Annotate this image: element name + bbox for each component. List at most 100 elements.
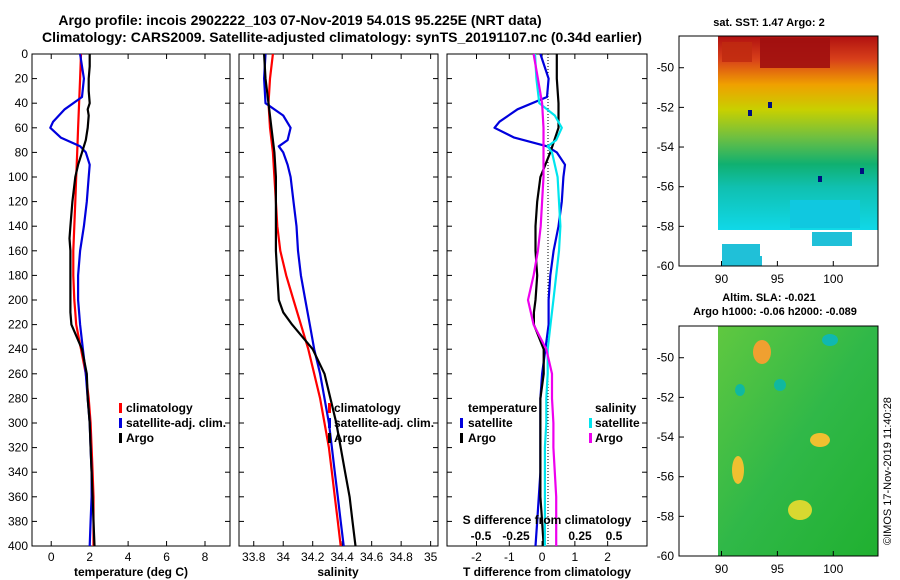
y-tick-label: 280 [8, 391, 28, 405]
y-tick-label: 80 [15, 145, 29, 159]
y-tick-label: 20 [15, 72, 29, 86]
y-tick-label: 380 [8, 514, 28, 528]
legend-satellite-adj: satellite-adj. clim. [334, 416, 434, 430]
legend-swatch-s-argo [589, 433, 592, 443]
x-tick-label: 6 [163, 550, 170, 564]
s-scale-tick-3: 0.25 [568, 529, 592, 543]
y-tick-label: 320 [8, 441, 28, 455]
legend-swatch-argo [119, 433, 122, 443]
sst-gradient-field [718, 36, 878, 230]
y-tick-label: 160 [8, 244, 28, 258]
map-y-tick-label: -52 [657, 100, 675, 114]
map-y-tick-label: -56 [657, 470, 675, 484]
sst-warm-patch [760, 38, 830, 68]
map-y-tick-label: -50 [657, 351, 675, 365]
x-tick-label: 34.8 [389, 550, 413, 564]
map-y-tick-label: -54 [657, 430, 675, 444]
x-tick-label: 0 [48, 550, 55, 564]
y-tick-label: 360 [8, 490, 28, 504]
legend-climatology: climatology [334, 401, 401, 415]
sst-map-frame [678, 35, 879, 267]
sst-missing-data [760, 236, 790, 256]
sla-map-title-line-1: Altim. SLA: -0.021 [722, 292, 816, 304]
sst-float-marker [860, 168, 864, 174]
sla-field [718, 326, 878, 556]
temperature-x-label: temperature (deg C) [74, 565, 188, 579]
y-tick-label: 180 [8, 268, 28, 282]
difference-legend-salinity: salinity satellite Argo [589, 401, 640, 445]
y-tick-label: 140 [8, 219, 28, 233]
legend-argo: Argo [334, 431, 362, 445]
x-tick-label: 1 [572, 550, 579, 564]
temperature-axis-ticks: 0204060801001201401601802002202402602803… [8, 47, 230, 564]
x-tick-label: -1 [504, 550, 515, 564]
legend-swatch-satellite [328, 418, 331, 428]
salinity-plot-frame [238, 53, 439, 547]
series-line-satellite-adj-clim- [263, 53, 345, 547]
sla-low-blob [735, 384, 745, 396]
legend-t-argo: Argo [468, 431, 496, 445]
sla-low-blob [774, 379, 786, 391]
legend-swatch-t-argo [460, 433, 463, 443]
difference-legend-temperature: temperature satellite Argo [460, 401, 538, 445]
difference-axis-ticks: -2 -1 0 1 2 [447, 53, 647, 564]
sst-cool-patch [790, 200, 860, 228]
sla-high-blob [810, 433, 830, 447]
series-line-salinity-satellite [533, 53, 563, 546]
y-tick-label: 120 [8, 195, 28, 209]
series-line-argo [68, 54, 96, 547]
legend-s-satellite: satellite [595, 416, 640, 430]
y-tick-label: 240 [8, 342, 28, 356]
y-tick-label: 0 [21, 47, 28, 61]
legend-t-satellite: satellite [468, 416, 513, 430]
legend-s-argo: Argo [595, 431, 623, 445]
x-tick-label: 34.6 [360, 550, 384, 564]
difference-panel: -2 -1 0 1 2 temperature satellite Argo salin… [446, 53, 648, 579]
s-difference-label: S difference from climatology [463, 513, 632, 527]
sst-map-axis-ticks: 90 95 100 -50 -52 -54 -56 -58 -60 [657, 61, 844, 286]
sst-float-marker [768, 102, 772, 108]
title-line-2: Climatology: CARS2009. Satellite-adjuste… [42, 29, 642, 45]
map-x-tick-label: 100 [823, 272, 843, 286]
sst-warm-patch [722, 42, 752, 62]
salinity-axis-ticks: 33.8 34 34.2 34.4 34.6 34.8 35 [239, 53, 438, 564]
sla-high-blob [732, 456, 744, 484]
salinity-legend: climatology satellite-adj. clim. Argo [328, 401, 434, 445]
series-line-argo [263, 53, 357, 547]
sla-map-frame [678, 325, 879, 557]
sla-map-title-line-2: Argo h1000: -0.06 h2000: -0.089 [693, 306, 857, 318]
sla-map-panel: Altim. SLA: -0.021 Argo h1000: -0.06 h20… [657, 292, 879, 576]
legend-swatch-s-satellite [589, 418, 592, 428]
s-scale-tick-1: -0.5 [471, 529, 492, 543]
sla-low-blob [822, 334, 838, 346]
x-tick-label: 34.2 [301, 550, 325, 564]
map-x-tick-label: 95 [771, 562, 785, 576]
x-tick-label: 8 [202, 550, 209, 564]
sst-float-marker [748, 110, 752, 116]
difference-x-label: T difference from climatology [463, 565, 631, 579]
y-tick-label: 260 [8, 367, 28, 381]
sst-float-marker [818, 176, 822, 182]
sst-map-panel: sat. SST: 1.47 Argo: 2 90 95 100 -50 -52 -54 -… [657, 17, 879, 286]
s-scale-tick-2: -0.25 [502, 529, 530, 543]
legend-swatch-argo [328, 433, 331, 443]
sst-cool-patch [722, 244, 762, 266]
temperature-legend: climatology satellite-adj. clim. Argo [119, 401, 226, 445]
legend-swatch-climatology [119, 403, 122, 413]
legend-heading-temperature: temperature [468, 401, 538, 415]
legend-satellite-adj: satellite-adj. clim. [126, 416, 226, 430]
map-y-tick-label: -58 [657, 509, 675, 523]
difference-series [493, 53, 567, 547]
map-y-tick-label: -60 [657, 259, 675, 273]
legend-heading-salinity: salinity [595, 401, 637, 415]
temperature-series [49, 53, 96, 547]
y-tick-label: 100 [8, 170, 28, 184]
y-tick-label: 220 [8, 318, 28, 332]
x-tick-label: 34.4 [331, 550, 355, 564]
legend-swatch-t-satellite [460, 418, 463, 428]
y-tick-label: 300 [8, 416, 28, 430]
salinity-panel: 33.8 34 34.2 34.4 34.6 34.8 35 climatology sat… [238, 53, 439, 579]
series-line-salinity-argo [526, 53, 558, 546]
salinity-x-label: salinity [317, 565, 359, 579]
